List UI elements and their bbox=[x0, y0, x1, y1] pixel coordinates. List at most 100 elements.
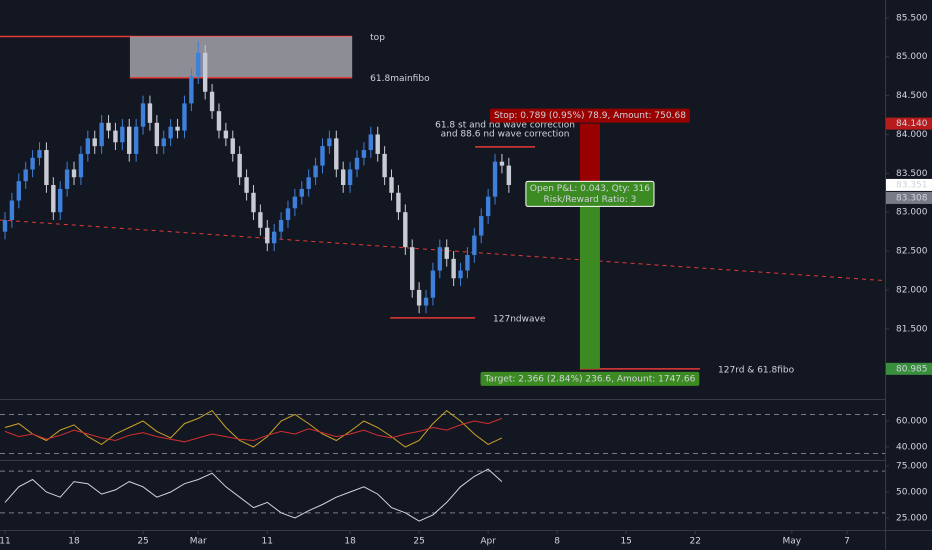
y-tick-label: 84.500 bbox=[896, 91, 928, 101]
candle-body bbox=[182, 103, 187, 131]
candle-body bbox=[168, 126, 173, 139]
x-tick-label: 15 bbox=[620, 537, 631, 547]
y-tick-label: 60.000 bbox=[896, 417, 928, 427]
candle-body bbox=[430, 270, 436, 298]
y-tick-label: 85.500 bbox=[896, 13, 928, 23]
candle-body bbox=[127, 126, 132, 154]
x-tick-label: Apr bbox=[480, 537, 496, 547]
label-box bbox=[480, 371, 700, 386]
stop-zone bbox=[579, 123, 600, 185]
x-tick-label: 18 bbox=[344, 537, 356, 547]
y-tick-label: 25.000 bbox=[896, 514, 928, 524]
candle-body bbox=[499, 161, 505, 166]
candle-body bbox=[506, 165, 512, 186]
price-label-box bbox=[886, 117, 932, 130]
label-box bbox=[525, 180, 655, 207]
candle-body bbox=[278, 219, 284, 232]
candle-body bbox=[375, 134, 380, 154]
candle-body bbox=[58, 188, 63, 213]
candle-body bbox=[64, 169, 70, 189]
candle-body bbox=[147, 103, 153, 123]
candle-body bbox=[382, 153, 387, 178]
candle-body bbox=[37, 150, 42, 158]
candle-body bbox=[106, 122, 111, 131]
x-tick-label: Mar bbox=[190, 537, 207, 547]
candle-body bbox=[299, 188, 304, 197]
candle-body bbox=[133, 126, 139, 154]
position-label: Stop: 0.789 (0.95%) 78.9, Amount: 750.68 bbox=[494, 111, 686, 121]
position-label: Risk/Reward Ratio: 3 bbox=[544, 195, 637, 205]
indicator-line bbox=[4, 417, 503, 443]
price-label: 83.308 bbox=[896, 193, 928, 203]
candle-body bbox=[306, 177, 311, 189]
candle-body bbox=[113, 130, 118, 143]
y-tick-label: 81.500 bbox=[896, 324, 928, 334]
y-tick-label: 84.000 bbox=[896, 130, 928, 140]
candle-body bbox=[9, 200, 15, 220]
candle-body bbox=[30, 157, 35, 170]
label-box bbox=[489, 108, 690, 123]
candle-body bbox=[271, 231, 277, 244]
candle-body bbox=[389, 177, 394, 193]
y-tick-label: 82.500 bbox=[896, 247, 928, 257]
y-tick-label: 83.500 bbox=[896, 169, 928, 179]
y-tick-label: 50.000 bbox=[896, 487, 928, 497]
candle-body bbox=[485, 196, 491, 217]
candle-body bbox=[458, 270, 463, 279]
y-tick-label: 85.000 bbox=[896, 52, 928, 62]
candle-body bbox=[85, 138, 91, 154]
candle-body bbox=[202, 52, 208, 92]
candle-body bbox=[244, 177, 249, 193]
position-label: Open P&L: 0.043, Qty: 316 bbox=[530, 184, 650, 194]
candle-body bbox=[92, 138, 97, 147]
candle-body bbox=[472, 235, 477, 255]
y-tick-label: 75.000 bbox=[896, 461, 928, 471]
candle-body bbox=[423, 297, 429, 306]
candle-body bbox=[51, 185, 56, 213]
candle-body bbox=[361, 150, 367, 158]
zone-rect bbox=[129, 36, 353, 78]
candle-body bbox=[230, 138, 235, 154]
candle-body bbox=[265, 227, 270, 244]
candle-body bbox=[368, 134, 374, 151]
x-tick-label: 25 bbox=[413, 537, 424, 547]
trend-line bbox=[0, 219, 886, 282]
candle-body bbox=[161, 138, 166, 147]
candle-body bbox=[189, 76, 194, 104]
candle-body bbox=[78, 153, 84, 178]
y-tick-label: 82.000 bbox=[896, 285, 928, 295]
x-tick-label: May bbox=[783, 537, 802, 547]
x-tick-label: 7 bbox=[844, 537, 850, 547]
candle-body bbox=[237, 153, 242, 178]
price-label: 83.351 bbox=[896, 180, 928, 190]
candle-body bbox=[209, 91, 215, 112]
drawing-label: 61.8 st and nd wave correction bbox=[435, 120, 575, 130]
x-tick-label: 22 bbox=[689, 537, 700, 547]
x-tick-label: 11 bbox=[262, 537, 273, 547]
price-label: 84.140 bbox=[896, 119, 928, 129]
drawing-label: 127rd & 61.8fibo bbox=[718, 365, 795, 375]
candle-body bbox=[354, 157, 360, 170]
candle-body bbox=[285, 208, 291, 220]
candle-body bbox=[71, 169, 77, 178]
candle-body bbox=[444, 247, 449, 259]
candle-body bbox=[216, 111, 222, 131]
candle-body bbox=[16, 181, 22, 201]
candle-body bbox=[334, 138, 339, 170]
price-label-box bbox=[886, 178, 932, 191]
candle-body bbox=[196, 52, 201, 77]
x-tick-label: 11 bbox=[0, 537, 11, 547]
candle-body bbox=[223, 130, 229, 139]
candle-body bbox=[258, 212, 263, 228]
y-tick-label: 40.000 bbox=[896, 442, 928, 452]
candle-body bbox=[410, 247, 415, 290]
candle-body bbox=[465, 254, 470, 271]
candle-body bbox=[154, 122, 160, 147]
x-tick-label: 25 bbox=[137, 537, 148, 547]
candle-body bbox=[340, 169, 346, 186]
candle-body bbox=[120, 126, 125, 143]
candle-body bbox=[175, 126, 180, 131]
candle-body bbox=[2, 219, 8, 232]
